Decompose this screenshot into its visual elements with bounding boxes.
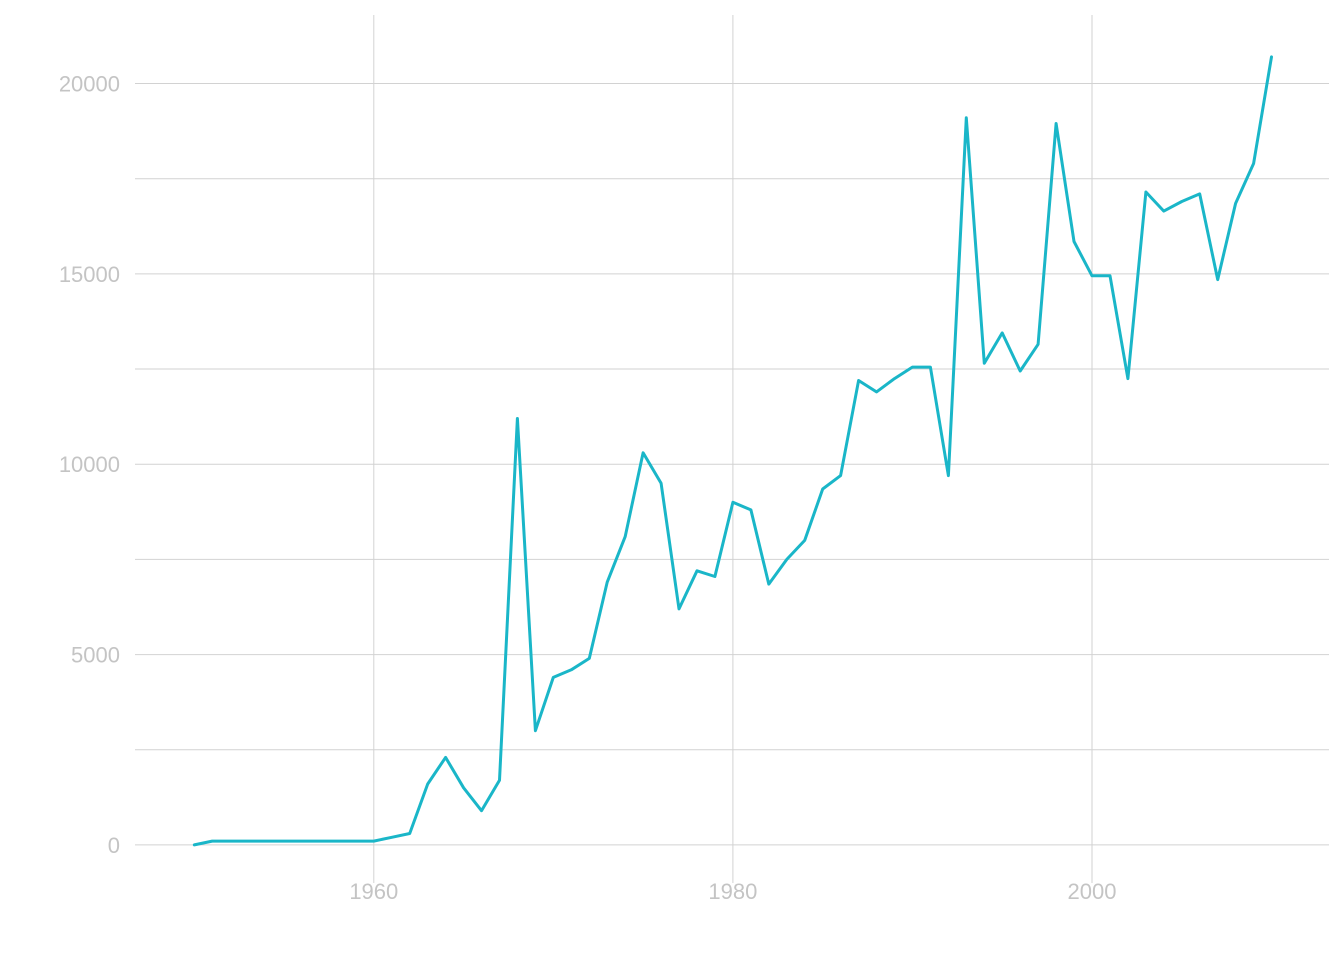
x-tick-label: 1980 xyxy=(708,879,757,904)
y-tick-label: 5000 xyxy=(71,643,120,668)
series-layer xyxy=(192,55,1273,847)
y-tick-label: 0 xyxy=(108,833,120,858)
tick-labels: 0 5000 10000 15000 20000 1960 1980 2000 xyxy=(59,72,1117,904)
x-tick-label: 2000 xyxy=(1068,879,1117,904)
y-tick-label: 15000 xyxy=(59,262,120,287)
series-line xyxy=(192,55,1273,847)
y-tick-label: 10000 xyxy=(59,452,120,477)
grid xyxy=(135,15,1329,883)
y-tick-label: 20000 xyxy=(59,72,120,97)
x-tick-label: 1960 xyxy=(349,879,398,904)
